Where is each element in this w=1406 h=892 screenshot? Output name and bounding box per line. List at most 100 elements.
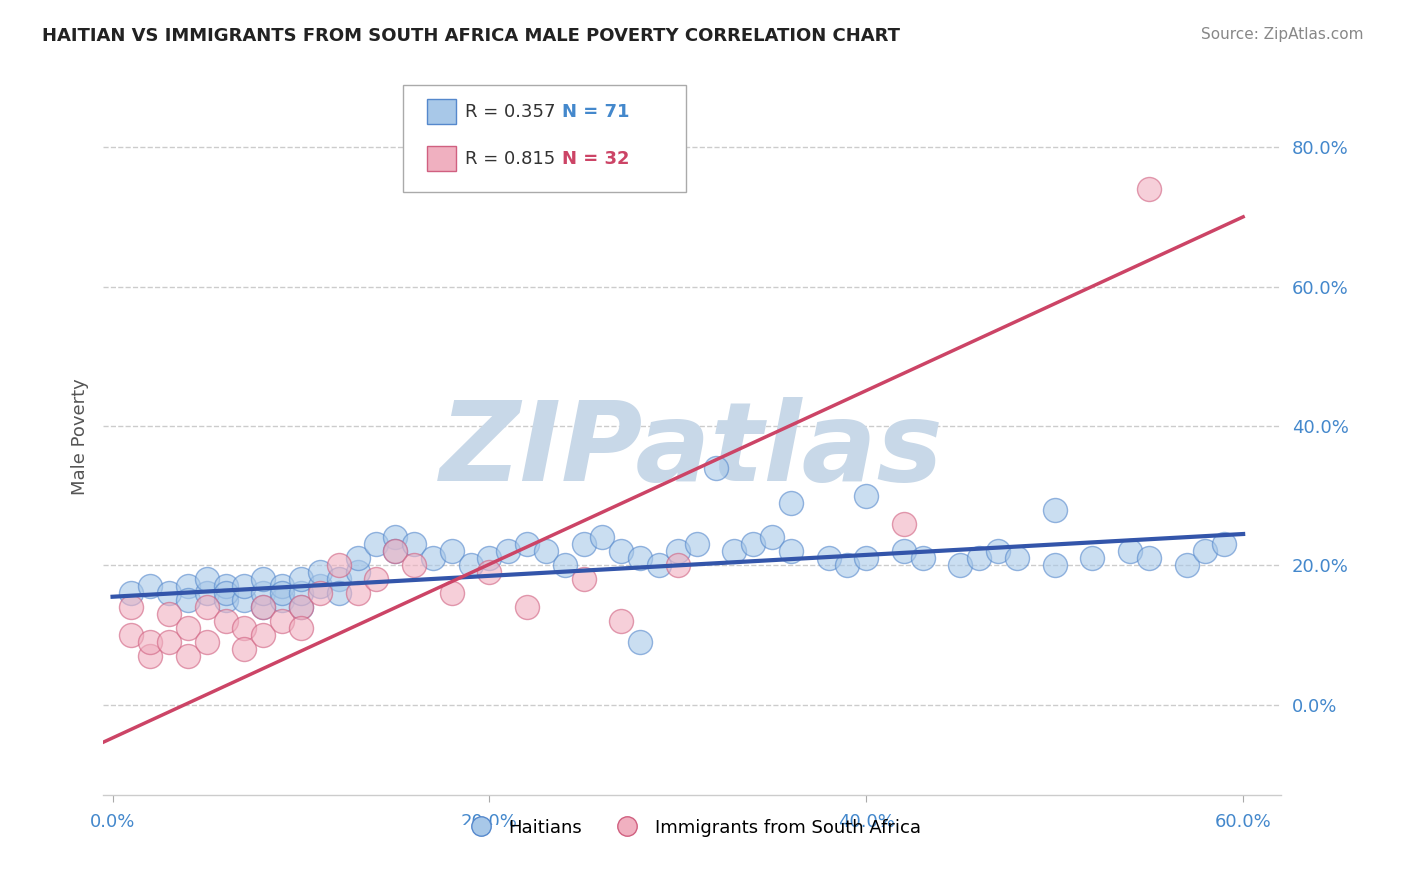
Point (1043, 502, 1066, 516)
Point (346, 551, 368, 566)
Point (1175, 558, 1198, 573)
Point (969, 551, 991, 566)
Point (648, 558, 671, 573)
Point (233, 579, 256, 593)
Point (516, 537, 538, 551)
Point (252, 628, 274, 642)
Point (478, 551, 501, 566)
Point (120, 600, 142, 615)
Point (328, 586, 350, 600)
Point (478, 566, 501, 580)
Point (987, 544, 1010, 558)
Text: N = 32: N = 32 (562, 150, 630, 168)
Point (402, 558, 425, 573)
Text: R = 0.815: R = 0.815 (465, 150, 555, 168)
Point (290, 600, 312, 615)
Point (610, 544, 633, 558)
Point (271, 593, 294, 607)
Point (496, 544, 519, 558)
Point (366, 572, 388, 586)
Point (252, 586, 274, 600)
Point (855, 551, 877, 566)
Text: ZIPatlas: ZIPatlas (440, 397, 943, 504)
Point (195, 586, 218, 600)
Point (214, 579, 236, 593)
Point (855, 489, 877, 503)
Point (516, 600, 538, 615)
Point (723, 544, 745, 558)
Point (271, 579, 294, 593)
Point (139, 648, 162, 663)
Point (139, 579, 162, 593)
Point (384, 531, 406, 545)
Point (252, 572, 274, 586)
Point (780, 544, 803, 558)
Point (1005, 551, 1028, 566)
Point (949, 558, 972, 573)
Point (592, 531, 614, 545)
Point (817, 551, 839, 566)
Point (440, 544, 463, 558)
Point (157, 586, 180, 600)
Point (346, 566, 368, 580)
Point (120, 586, 142, 600)
Point (686, 537, 709, 551)
Point (460, 558, 482, 573)
Text: R = 0.357: R = 0.357 (465, 103, 555, 121)
Text: HAITIAN VS IMMIGRANTS FROM SOUTH AFRICA MALE POVERTY CORRELATION CHART: HAITIAN VS IMMIGRANTS FROM SOUTH AFRICA … (42, 27, 900, 45)
Point (214, 614, 236, 628)
Point (761, 531, 783, 545)
Point (177, 621, 200, 635)
Point (290, 572, 312, 586)
Point (1043, 558, 1066, 573)
Point (572, 537, 595, 551)
Point (366, 537, 388, 551)
Point (666, 544, 689, 558)
Point (780, 495, 803, 509)
Point (1213, 537, 1236, 551)
Point (233, 642, 256, 657)
Point (214, 593, 236, 607)
Point (704, 460, 727, 475)
Point (195, 600, 218, 615)
Text: Source: ZipAtlas.com: Source: ZipAtlas.com (1201, 27, 1364, 42)
Point (308, 586, 330, 600)
Point (177, 579, 200, 593)
Point (610, 614, 633, 628)
Point (271, 614, 294, 628)
Point (157, 607, 180, 622)
Point (290, 600, 312, 615)
Point (554, 558, 576, 573)
Point (214, 586, 236, 600)
Point (893, 516, 915, 531)
Point (233, 621, 256, 635)
Legend: Haitians, Immigrants from South Africa: Haitians, Immigrants from South Africa (456, 812, 928, 844)
Point (1119, 544, 1142, 558)
Point (628, 635, 651, 649)
Point (628, 551, 651, 566)
Point (195, 572, 218, 586)
Point (534, 544, 557, 558)
Point (271, 586, 294, 600)
Point (837, 558, 859, 573)
Point (1194, 544, 1216, 558)
Point (308, 579, 330, 593)
Point (252, 600, 274, 615)
FancyBboxPatch shape (427, 145, 457, 170)
Point (384, 544, 406, 558)
FancyBboxPatch shape (404, 85, 686, 193)
Y-axis label: Male Poverty: Male Poverty (72, 378, 89, 495)
Point (440, 586, 463, 600)
Point (1137, 182, 1160, 196)
Point (177, 648, 200, 663)
Point (346, 586, 368, 600)
Point (572, 572, 595, 586)
Point (120, 628, 142, 642)
Point (422, 551, 444, 566)
Point (384, 544, 406, 558)
Point (328, 572, 350, 586)
Point (290, 586, 312, 600)
Point (1081, 551, 1104, 566)
Point (233, 593, 256, 607)
Point (666, 558, 689, 573)
